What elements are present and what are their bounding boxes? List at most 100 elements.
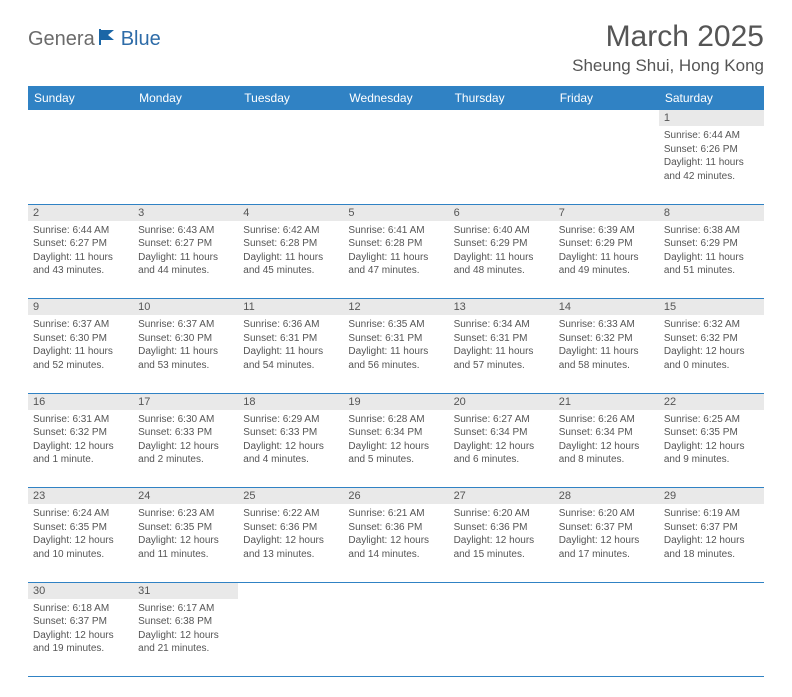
daylight-text: Daylight: 12 hours and 10 minutes. [33,534,128,561]
day-cell-body: Sunrise: 6:20 AMSunset: 6:36 PMDaylight:… [449,504,554,566]
daylight-text: Daylight: 12 hours and 1 minute. [33,440,128,467]
sunrise-text: Sunrise: 6:29 AM [243,413,338,427]
day-number-cell: 31 [133,582,238,599]
day-cell-body: Sunrise: 6:30 AMSunset: 6:33 PMDaylight:… [133,410,238,472]
day-body-row: Sunrise: 6:24 AMSunset: 6:35 PMDaylight:… [28,504,764,582]
day-cell-body: Sunrise: 6:22 AMSunset: 6:36 PMDaylight:… [238,504,343,566]
sunset-text: Sunset: 6:38 PM [138,615,233,629]
day-body-row: Sunrise: 6:44 AMSunset: 6:27 PMDaylight:… [28,221,764,299]
day-cell [659,599,764,677]
sunset-text: Sunset: 6:29 PM [454,237,549,251]
day-number-cell: 17 [133,393,238,410]
sunset-text: Sunset: 6:27 PM [138,237,233,251]
day-number-row: 2345678 [28,204,764,221]
sunrise-text: Sunrise: 6:42 AM [243,224,338,238]
logo-text-blue: Blue [121,28,161,51]
day-number-cell: 19 [343,393,448,410]
day-cell-body: Sunrise: 6:31 AMSunset: 6:32 PMDaylight:… [28,410,133,472]
day-body-row: Sunrise: 6:31 AMSunset: 6:32 PMDaylight:… [28,410,764,488]
day-cell-body: Sunrise: 6:23 AMSunset: 6:35 PMDaylight:… [133,504,238,566]
daylight-text: Daylight: 11 hours and 53 minutes. [138,345,233,372]
day-number-cell: 16 [28,393,133,410]
day-cell: Sunrise: 6:31 AMSunset: 6:32 PMDaylight:… [28,410,133,488]
sunrise-text: Sunrise: 6:35 AM [348,318,443,332]
weekday-header: Friday [554,86,659,110]
sunrise-text: Sunrise: 6:26 AM [559,413,654,427]
day-cell-body: Sunrise: 6:25 AMSunset: 6:35 PMDaylight:… [659,410,764,472]
sunrise-text: Sunrise: 6:19 AM [664,507,759,521]
daylight-text: Daylight: 11 hours and 52 minutes. [33,345,128,372]
day-cell: Sunrise: 6:35 AMSunset: 6:31 PMDaylight:… [343,315,448,393]
day-cell [343,126,448,204]
day-number-cell: 5 [343,204,448,221]
weekday-header: Sunday [28,86,133,110]
day-cell-body: Sunrise: 6:24 AMSunset: 6:35 PMDaylight:… [28,504,133,566]
day-cell: Sunrise: 6:41 AMSunset: 6:28 PMDaylight:… [343,221,448,299]
sunset-text: Sunset: 6:32 PM [33,426,128,440]
day-number-cell: 27 [449,488,554,505]
day-number-cell: 9 [28,299,133,316]
day-cell-body: Sunrise: 6:40 AMSunset: 6:29 PMDaylight:… [449,221,554,283]
sunset-text: Sunset: 6:36 PM [243,521,338,535]
day-cell: Sunrise: 6:37 AMSunset: 6:30 PMDaylight:… [133,315,238,393]
sunset-text: Sunset: 6:36 PM [348,521,443,535]
day-number-cell [238,110,343,126]
daylight-text: Daylight: 12 hours and 14 minutes. [348,534,443,561]
day-number-cell: 3 [133,204,238,221]
day-number-row: 1 [28,110,764,126]
day-cell-body: Sunrise: 6:37 AMSunset: 6:30 PMDaylight:… [133,315,238,377]
day-number-cell [133,110,238,126]
sunrise-text: Sunrise: 6:18 AM [33,602,128,616]
brand-logo: Genera Blue [28,28,161,51]
sunset-text: Sunset: 6:33 PM [243,426,338,440]
day-number-cell: 6 [449,204,554,221]
sunrise-text: Sunrise: 6:36 AM [243,318,338,332]
sunrise-text: Sunrise: 6:17 AM [138,602,233,616]
daylight-text: Daylight: 12 hours and 18 minutes. [664,534,759,561]
sunset-text: Sunset: 6:31 PM [243,332,338,346]
sunset-text: Sunset: 6:30 PM [138,332,233,346]
day-cell: Sunrise: 6:19 AMSunset: 6:37 PMDaylight:… [659,504,764,582]
daylight-text: Daylight: 12 hours and 2 minutes. [138,440,233,467]
sunset-text: Sunset: 6:30 PM [33,332,128,346]
sunrise-text: Sunrise: 6:37 AM [33,318,128,332]
daylight-text: Daylight: 11 hours and 56 minutes. [348,345,443,372]
daylight-text: Daylight: 12 hours and 15 minutes. [454,534,549,561]
day-cell-body: Sunrise: 6:44 AMSunset: 6:27 PMDaylight:… [28,221,133,283]
sunset-text: Sunset: 6:37 PM [33,615,128,629]
daylight-text: Daylight: 12 hours and 9 minutes. [664,440,759,467]
day-cell [238,599,343,677]
daylight-text: Daylight: 11 hours and 48 minutes. [454,251,549,278]
weekday-header: Monday [133,86,238,110]
day-cell: Sunrise: 6:33 AMSunset: 6:32 PMDaylight:… [554,315,659,393]
sunrise-text: Sunrise: 6:21 AM [348,507,443,521]
day-number-cell: 13 [449,299,554,316]
day-cell-body: Sunrise: 6:33 AMSunset: 6:32 PMDaylight:… [554,315,659,377]
daylight-text: Daylight: 11 hours and 43 minutes. [33,251,128,278]
sunrise-text: Sunrise: 6:41 AM [348,224,443,238]
calendar-table: Sunday Monday Tuesday Wednesday Thursday… [28,86,764,677]
day-number-cell [449,110,554,126]
day-cell: Sunrise: 6:30 AMSunset: 6:33 PMDaylight:… [133,410,238,488]
day-cell-body: Sunrise: 6:35 AMSunset: 6:31 PMDaylight:… [343,315,448,377]
sunset-text: Sunset: 6:36 PM [454,521,549,535]
flag-icon [98,28,118,51]
day-cell: Sunrise: 6:44 AMSunset: 6:27 PMDaylight:… [28,221,133,299]
daylight-text: Daylight: 12 hours and 21 minutes. [138,629,233,656]
day-number-cell: 8 [659,204,764,221]
sunrise-text: Sunrise: 6:33 AM [559,318,654,332]
day-cell: Sunrise: 6:25 AMSunset: 6:35 PMDaylight:… [659,410,764,488]
day-number-cell: 4 [238,204,343,221]
day-cell: Sunrise: 6:44 AMSunset: 6:26 PMDaylight:… [659,126,764,204]
daylight-text: Daylight: 11 hours and 44 minutes. [138,251,233,278]
day-number-cell: 24 [133,488,238,505]
sunset-text: Sunset: 6:28 PM [348,237,443,251]
sunrise-text: Sunrise: 6:28 AM [348,413,443,427]
day-body-row: Sunrise: 6:18 AMSunset: 6:37 PM Daylight:… [28,599,764,677]
sunrise-text: Sunrise: 6:30 AM [138,413,233,427]
daylight-text: Daylight: 12 hours and 5 minutes. [348,440,443,467]
daylight-text: Daylight: 11 hours and 57 minutes. [454,345,549,372]
day-cell: Sunrise: 6:43 AMSunset: 6:27 PMDaylight:… [133,221,238,299]
daylight-text: Daylight: 11 hours and 58 minutes. [559,345,654,372]
day-cell-body: Sunrise: 6:32 AMSunset: 6:32 PMDaylight:… [659,315,764,377]
